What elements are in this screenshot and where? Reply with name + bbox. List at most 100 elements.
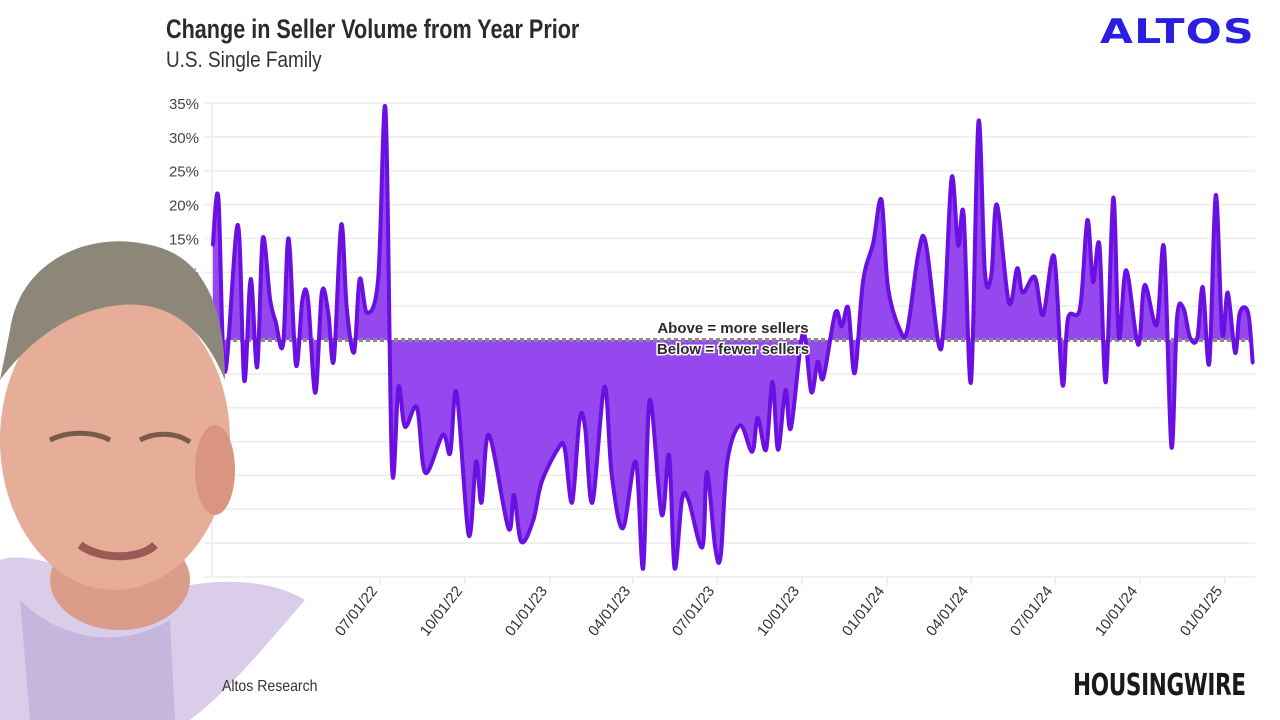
- data-point: [556, 446, 560, 450]
- data-point: [840, 324, 844, 328]
- data-point: [332, 358, 336, 362]
- data-point: [376, 277, 380, 281]
- y-tick-label: 35%: [169, 96, 199, 113]
- data-point: [313, 391, 317, 395]
- x-tick-label: 04/01/24: [923, 583, 972, 639]
- data-point: [287, 236, 291, 240]
- data-point: [1201, 285, 1205, 289]
- data-point: [756, 416, 760, 420]
- data-point: [750, 450, 754, 454]
- data-point: [512, 493, 516, 497]
- data-point: [236, 223, 240, 227]
- data-point: [487, 433, 491, 437]
- data-point: [1226, 291, 1230, 295]
- data-point: [962, 213, 966, 217]
- data-point: [1162, 246, 1166, 250]
- data-point: [621, 526, 625, 530]
- data-point: [969, 380, 973, 384]
- presenter-face: [0, 290, 230, 590]
- data-point: [1195, 336, 1199, 340]
- data-point: [1136, 343, 1140, 347]
- data-point: [725, 460, 729, 464]
- data-point: [1246, 311, 1250, 315]
- x-tick-label: 07/01/23: [669, 583, 718, 639]
- data-point: [261, 236, 265, 240]
- data-point: [705, 470, 709, 474]
- data-point: [995, 203, 999, 207]
- data-point: [1175, 316, 1179, 320]
- x-tick-label: 01/01/25: [1177, 583, 1226, 639]
- data-point: [602, 385, 606, 389]
- y-tick-label: 30%: [169, 130, 199, 147]
- data-point: [326, 311, 330, 315]
- data-point: [352, 350, 356, 354]
- data-point: [1111, 196, 1115, 200]
- data-point: [1124, 268, 1128, 272]
- data-point: [1207, 361, 1211, 365]
- data-point: [886, 285, 890, 289]
- data-point: [300, 297, 304, 301]
- data-point: [563, 446, 567, 450]
- presenter-hair: [0, 241, 225, 380]
- data-point: [776, 448, 780, 452]
- housingwire-logo: HOUSINGWIRE: [1073, 668, 1246, 703]
- data-point: [345, 306, 349, 310]
- y-tick-label: 15%: [169, 231, 199, 248]
- data-point: [211, 243, 215, 247]
- data-point: [268, 297, 272, 301]
- data-point: [467, 533, 471, 537]
- data-point: [531, 518, 535, 522]
- data-point: [770, 380, 774, 384]
- x-tick-label: 01/01/23: [502, 583, 551, 639]
- data-point: [274, 320, 278, 324]
- data-point: [846, 306, 850, 310]
- data-point: [1181, 306, 1185, 310]
- data-point: [339, 223, 343, 227]
- data-point: [415, 406, 419, 410]
- data-point: [801, 331, 805, 335]
- data-point: [983, 270, 987, 274]
- data-point: [474, 460, 478, 464]
- data-point: [384, 108, 388, 112]
- data-point: [577, 418, 581, 422]
- data-point: [1251, 361, 1255, 365]
- data-point: [423, 471, 427, 475]
- data-point: [1117, 335, 1121, 339]
- data-point: [519, 540, 523, 544]
- data-point: [358, 277, 362, 281]
- data-point: [1097, 243, 1101, 247]
- data-point: [1033, 275, 1037, 279]
- data-point: [833, 311, 837, 315]
- data-point: [540, 480, 544, 484]
- data-point: [861, 280, 865, 284]
- data-point: [916, 251, 920, 255]
- data-point: [1060, 383, 1064, 387]
- data-point: [713, 546, 717, 550]
- data-point: [1220, 331, 1224, 335]
- data-point: [871, 241, 875, 245]
- data-point: [216, 196, 220, 200]
- data-point: [667, 453, 671, 457]
- data-point: [634, 460, 638, 464]
- altos-logo: ALTOS: [1100, 12, 1255, 52]
- data-point: [590, 501, 594, 505]
- y-tick-label: 25%: [169, 164, 199, 181]
- data-point: [1188, 335, 1192, 339]
- data-point: [1233, 351, 1237, 355]
- data-point: [809, 390, 813, 394]
- data-point: [1021, 291, 1025, 295]
- data-point: [320, 291, 324, 295]
- data-point: [448, 451, 452, 455]
- data-point: [390, 465, 394, 469]
- x-tick-label: 07/01/24: [1007, 583, 1056, 639]
- source-credit: Altos Research: [222, 678, 318, 695]
- data-point: [1143, 283, 1147, 287]
- data-point: [455, 391, 459, 395]
- data-point: [1169, 445, 1173, 449]
- data-point: [396, 385, 400, 389]
- data-point: [738, 423, 742, 427]
- data-point: [294, 363, 298, 367]
- data-point: [989, 273, 993, 277]
- data-point: [719, 553, 723, 557]
